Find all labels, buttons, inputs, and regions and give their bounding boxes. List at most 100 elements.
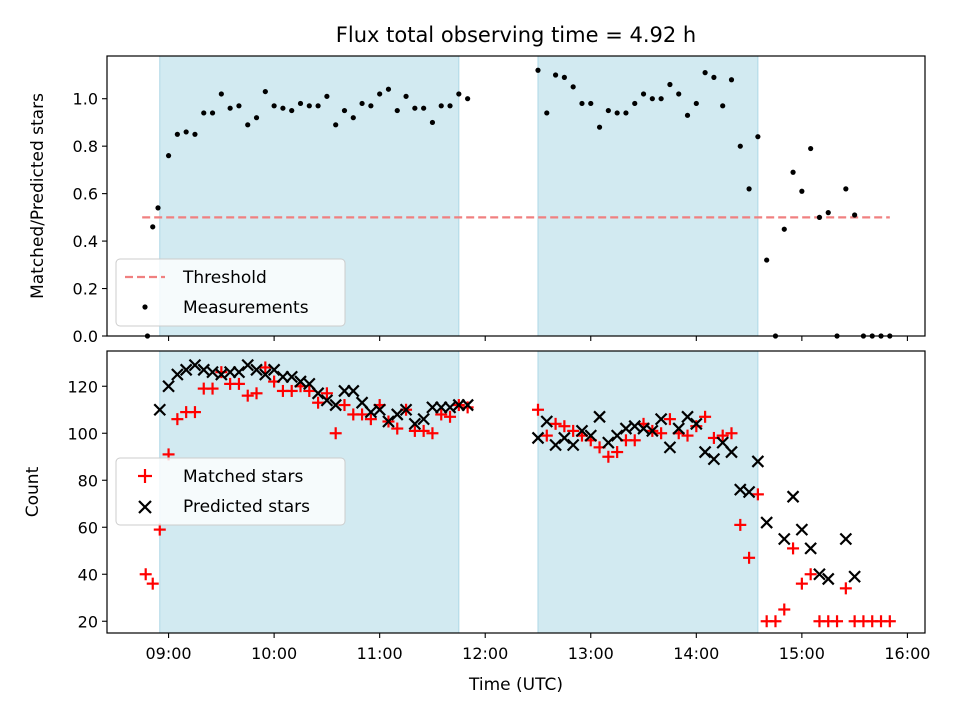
predicted-stars-point-62	[760, 516, 773, 529]
measurements-point-36	[456, 91, 462, 97]
shaded-interval-1-1	[537, 350, 759, 634]
y-tick-label-0-5: 1.0	[73, 90, 98, 109]
measurements-point-16	[280, 105, 286, 111]
predicted-stars-point-33	[443, 401, 457, 414]
predicted-stars-point-41	[575, 424, 589, 438]
measurements-point-9	[218, 91, 224, 97]
x-tick-label-4: 13:00	[568, 644, 614, 663]
predicted-stars-point-49	[646, 424, 659, 438]
matched-stars-point-13	[250, 387, 263, 400]
predicted-stars-point-4	[188, 358, 202, 372]
predicted-stars-point-19	[320, 394, 334, 407]
measurements-point-7	[201, 110, 207, 116]
predicted-stars-point-18	[311, 387, 325, 400]
matched-stars-point-2	[153, 523, 166, 536]
measurements-point-45	[596, 124, 603, 130]
predicted-stars-point-55	[698, 445, 712, 459]
measurements-point-20	[315, 103, 321, 109]
measurements-point-69	[808, 145, 814, 152]
matched-stars-point-56	[690, 420, 703, 433]
predicted-stars-point-20	[329, 398, 342, 412]
measurements-point-63	[755, 134, 761, 140]
legend-matched-label: Matched stars	[183, 467, 303, 487]
matched-stars-point-29	[391, 422, 404, 435]
y-tick-label-1-4: 100	[67, 424, 98, 443]
measurements-point-29	[394, 107, 400, 114]
predicted-stars-point-47	[628, 419, 642, 433]
x-tick-label-7: 16:00	[884, 644, 930, 663]
measurements-point-49	[632, 100, 638, 107]
measurements-point-23	[341, 107, 348, 114]
matched-stars-point-49	[628, 434, 641, 447]
matched-stars-point-41	[558, 420, 571, 433]
measurements-point-60	[728, 77, 735, 83]
measurements-point-28	[385, 86, 392, 92]
matched-stars-point-68	[795, 577, 808, 590]
legend-bottom: Matched stars Predicted stars	[115, 457, 346, 526]
measurements-point-70	[816, 214, 823, 220]
matched-stars-point-6	[188, 406, 201, 419]
legend-bottom-box	[115, 457, 346, 526]
measurements-point-38	[535, 67, 541, 73]
measurements-point-30	[403, 93, 409, 99]
predicted-stars-point-35	[461, 398, 474, 412]
predicted-stars-point-0	[153, 403, 167, 417]
matched-stars-point-42	[567, 424, 580, 437]
x-tick-label-1: 10:00	[251, 644, 297, 663]
y-tick-label-0-2: 0.4	[73, 232, 98, 251]
measurements-point-37	[465, 96, 471, 102]
measurements-point-8	[209, 110, 216, 116]
matched-stars-point-46	[602, 450, 615, 463]
predicted-stars-point-66	[804, 542, 817, 555]
measurements-point-15	[271, 103, 277, 109]
matched-stars-point-0	[139, 568, 152, 581]
y-tick-label-0-4: 0.8	[73, 137, 98, 156]
matched-stars-point-63	[751, 488, 764, 501]
predicted-stars-point-50	[654, 412, 668, 426]
predicted-stars-point-25	[373, 403, 386, 417]
measurements-point-1	[150, 224, 156, 230]
matched-stars-point-26	[364, 413, 377, 426]
measurements-point-71	[825, 210, 831, 216]
panel-top: 0.0 0.2 0.4 0.6 0.8 1.0 Matched/Predicted sta…	[28, 55, 926, 346]
y-tick-label-0-0: 0.0	[73, 327, 98, 346]
matched-stars-point-38	[531, 403, 544, 416]
chart-title: Flux total observing time = 4.92 h	[336, 23, 696, 47]
matched-stars-point-60	[725, 427, 738, 440]
predicted-stars-point-24	[364, 405, 378, 419]
predicted-stars-point-67	[813, 567, 826, 581]
y-tick-label-0-3: 0.6	[73, 185, 98, 204]
matched-stars-point-14	[259, 361, 272, 374]
predicted-stars-point-70	[848, 570, 861, 583]
measurements-point-59	[720, 103, 726, 109]
xlabel: Time (UTC)	[468, 675, 563, 695]
predicted-stars-point-56	[707, 452, 721, 466]
predicted-stars-point-42	[584, 429, 598, 442]
y-tick-label-1-1: 40	[78, 565, 98, 584]
predicted-stars-point-37	[540, 415, 554, 428]
matched-stars-point-20	[312, 396, 325, 409]
measurements-point-14	[262, 88, 268, 95]
matched-stars-point-47	[611, 446, 624, 459]
matched-stars-point-55	[681, 429, 694, 442]
legend-top-box	[115, 258, 346, 327]
predicted-stars-point-40	[566, 438, 580, 452]
predicted-stars-point-28	[399, 403, 413, 417]
predicted-stars-point-46	[619, 422, 633, 435]
measurements-point-47	[614, 110, 620, 116]
measurements-point-51	[649, 96, 655, 102]
predicted-stars-point-6	[206, 365, 219, 379]
predicted-stars-point-27	[390, 408, 404, 421]
predicted-stars-point-59	[734, 483, 747, 496]
matched-stars-point-37	[461, 401, 474, 414]
predicted-stars-point-53	[681, 410, 694, 424]
matched-stars-point-61	[734, 518, 747, 531]
measurements-point-43	[579, 100, 585, 107]
legend-predicted-swatch	[138, 500, 152, 514]
measurements-point-50	[640, 91, 647, 97]
matched-stars-point-66	[778, 603, 791, 616]
measurements-point-35	[447, 103, 453, 109]
predicted-stars-point-5	[197, 363, 211, 377]
measurements-point-32	[421, 105, 427, 111]
